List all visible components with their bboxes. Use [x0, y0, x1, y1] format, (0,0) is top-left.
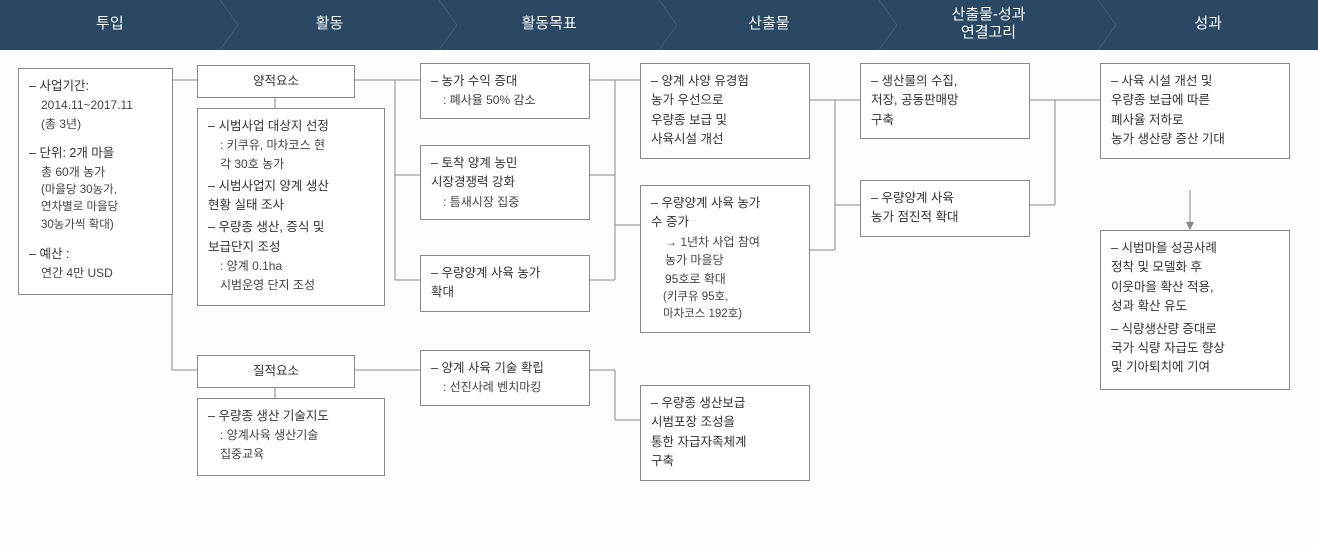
input-period-label: 사업기간: — [39, 79, 88, 93]
link-2: 우량양계 사육농가 점진적 확대 — [871, 191, 958, 224]
act-z-1-sub: : 양계사육 생산기술 집중교육 — [208, 426, 374, 463]
outcome-2-box: 시범마을 성공사례정착 및 모델화 후이웃마을 확산 적용,성과 확산 유도 식… — [1100, 230, 1290, 390]
goal-competitiveness-box: 토착 양계 농민시장경쟁력 강화 : 틈새시장 집중 — [420, 145, 590, 220]
act-z-1: 우량종 생산 기술지도 — [218, 409, 328, 423]
input-unit-value: 총 60개 농가 — [29, 163, 162, 182]
output-3: 우량종 생산보급시범포장 조성을통한 자급자족체계구축 — [651, 396, 746, 468]
output-2-box: 우량양계 사육 농가수 증가 → 1년차 사업 참여 농가 마을당 95호로 확… — [640, 185, 810, 333]
goal-revenue: 농가 수익 증대 — [431, 74, 517, 88]
link-1: 생산물의 수집,저장, 공동판매망구축 — [871, 74, 958, 127]
act-q-3-sub: : 양계 0.1ha 시범운영 단지 조성 — [208, 257, 374, 294]
activity-qual-header: 질적요소 — [197, 355, 355, 388]
input-unit-note: (마을당 30농가,연차별로 마을당30농가씩 확대) — [29, 182, 162, 235]
act-q-1-sub: : 키쿠유, 마차코스 현 각 30호 농가 — [208, 136, 374, 173]
diagram-canvas: 사업기간: 2014.11~2017.11 (총 3년) 단위: 2개 마을 총… — [0, 50, 1318, 545]
input-unit-label: 단위: 2개 마을 — [39, 146, 114, 160]
output-2: 우량양계 사육 농가수 증가 — [651, 196, 760, 229]
act-q-3: 우량종 생산, 증식 및보급단지 조성 — [208, 220, 324, 253]
header-activity-goal: 활동목표 — [439, 0, 659, 50]
header-output: 산출물 — [659, 0, 879, 50]
input-box: 사업기간: 2014.11~2017.11 (총 3년) 단위: 2개 마을 총… — [18, 68, 173, 295]
input-budget-value: 연간 4만 USD — [29, 264, 162, 283]
output-2-arrow: → 1년차 사업 참여 농가 마을당 95호로 확대 — [651, 233, 799, 289]
header-activity: 활동 — [220, 0, 440, 50]
goal-expand-box: 우량양계 사육 농가확대 — [420, 255, 590, 312]
activity-qual-box: 우량종 생산 기술지도 : 양계사육 생산기술 집중교육 — [197, 398, 385, 476]
outcome-1-box: 사육 시설 개선 및우량종 보급에 따른폐사율 저하로농가 생산량 증산 기대 — [1100, 63, 1290, 159]
header-row: 투입 활동 활동목표 산출물 산출물-성과연결고리 성과 — [0, 0, 1318, 50]
goal-tech-sub: : 선진사례 벤치마킹 — [431, 378, 579, 397]
header-input: 투입 — [0, 0, 220, 50]
goal-revenue-sub: : 폐사율 50% 감소 — [431, 91, 579, 110]
link-1-box: 생산물의 수집,저장, 공동판매망구축 — [860, 63, 1030, 139]
goal-tech-box: 양계 사육 기술 확립 : 선진사례 벤치마킹 — [420, 350, 590, 406]
link-2-box: 우량양계 사육농가 점진적 확대 — [860, 180, 1030, 237]
goal-comp-sub: : 틈새시장 집중 — [431, 193, 579, 212]
outcome-1: 사육 시설 개선 및우량종 보급에 따른폐사율 저하로농가 생산량 증산 기대 — [1111, 74, 1225, 146]
activity-quant-header: 양적요소 — [197, 65, 355, 98]
header-outcome: 성과 — [1098, 0, 1318, 50]
output-3-box: 우량종 생산보급시범포장 조성을통한 자급자족체계구축 — [640, 385, 810, 481]
act-q-1: 시범사업 대상지 선정 — [218, 119, 328, 133]
outcome-2a: 시범마을 성공사례정착 및 모델화 후이웃마을 확산 적용,성과 확산 유도 — [1111, 241, 1217, 313]
outcome-2b: 식량생산량 증대로국가 식량 자급도 향상및 기아퇴치에 기여 — [1111, 322, 1225, 375]
goal-expand: 우량양계 사육 농가확대 — [431, 266, 540, 299]
output-1-box: 양계 사양 유경험농가 우선으로우량종 보급 및사육시설 개선 — [640, 63, 810, 159]
output-1: 양계 사양 유경험농가 우선으로우량종 보급 및사육시설 개선 — [651, 74, 749, 146]
header-output-outcome-link: 산출물-성과연결고리 — [879, 0, 1099, 50]
input-budget-label: 예산 : — [39, 247, 69, 261]
goal-revenue-box: 농가 수익 증대 : 폐사율 50% 감소 — [420, 63, 590, 119]
goal-tech: 양계 사육 기술 확립 — [431, 361, 544, 375]
activity-quant-box: 시범사업 대상지 선정 : 키쿠유, 마차코스 현 각 30호 농가 시범사업지… — [197, 108, 385, 306]
input-period-value: 2014.11~2017.11 — [29, 96, 162, 115]
input-period-note: (총 3년) — [29, 115, 162, 134]
goal-comp: 토착 양계 농민시장경쟁력 강화 — [431, 156, 517, 189]
output-2-sub: (키쿠유 95호,마차코스 192호) — [651, 289, 799, 325]
act-q-2: 시범사업지 양계 생산현황 실태 조사 — [208, 179, 329, 212]
